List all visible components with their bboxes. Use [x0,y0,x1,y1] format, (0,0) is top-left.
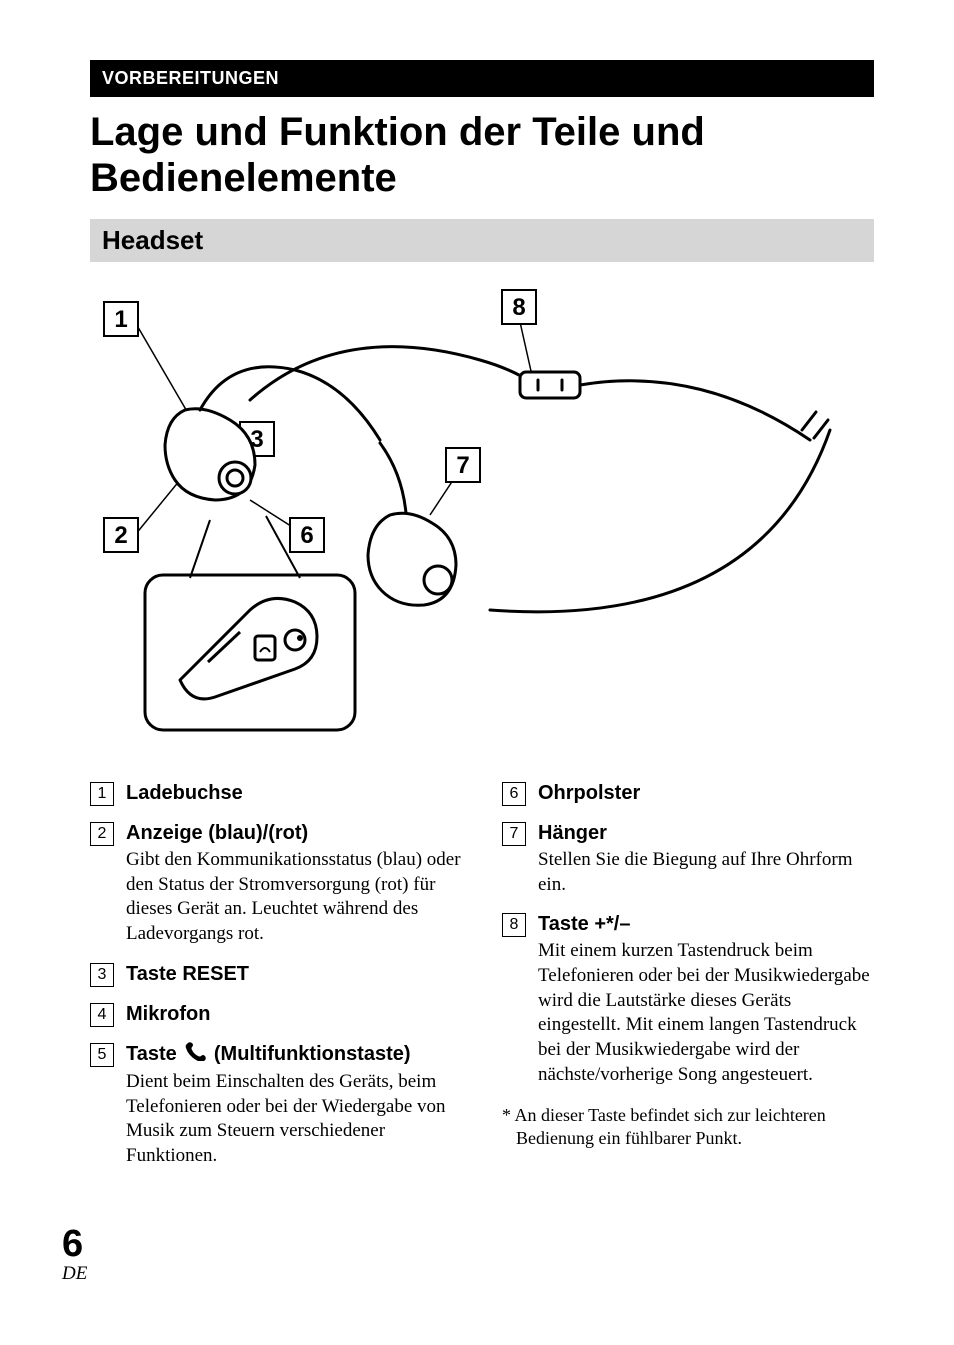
item-number-box: 6 [502,782,526,806]
list-item: 4 Mikrofon [90,1001,462,1027]
item-description: Gibt den Kommunikationsstatus (blau) ode… [126,848,462,947]
svg-text:6: 6 [300,522,313,549]
svg-text:1: 1 [114,306,127,333]
item-number-box: 7 [502,822,526,846]
phone-icon [184,1041,206,1068]
list-item: 2 Anzeige (blau)/(rot) Gibt den Kommunik… [90,820,462,947]
list-item: 5 Taste (Multifunktionstaste) Dient beim… [90,1041,462,1169]
item-description: Mit einem kurzen Tastendruck beim Telefo… [538,939,874,1087]
item-title: Taste (Multifunktionstaste) [126,1041,462,1068]
item-title: Ohrpolster [538,780,874,806]
list-item: 3 Taste RESET [90,961,462,987]
item-number-box: 2 [90,822,114,846]
footnote: * An dieser Taste befindet sich zur leic… [502,1104,874,1151]
list-item: 7 Hänger Stellen Sie die Biegung auf Ihr… [502,820,874,897]
parts-list: 1 Ladebuchse 2 Anzeige (blau)/(rot) Gibt… [90,780,874,1183]
item-title: Ladebuchse [126,780,462,806]
list-item: 6 Ohrpolster [502,780,874,806]
item-title: Taste RESET [126,961,462,987]
sub-heading-headset: Headset [90,219,874,262]
page-footer: 6 DE [62,1225,87,1285]
page-title: Lage und Funktion der Teile und Bedienel… [90,109,874,201]
item-title: Hänger [538,820,874,846]
page-number: 6 [62,1225,87,1263]
list-item: 8 Taste +*/– Mit einem kurzen Tastendruc… [502,911,874,1087]
item-title: Anzeige (blau)/(rot) [126,820,462,846]
item-title-prefix: Taste [126,1043,182,1065]
parts-list-right: 6 Ohrpolster 7 Hänger Stellen Sie die Bi… [502,780,874,1183]
item-description: Stellen Sie die Biegung auf Ihre Ohrform… [538,848,874,897]
item-description: Dient beim Einschalten des Geräts, beim … [126,1070,462,1169]
item-number-box: 3 [90,963,114,987]
list-item: 1 Ladebuchse [90,780,462,806]
item-number-box: 8 [502,913,526,937]
parts-list-left: 1 Ladebuchse 2 Anzeige (blau)/(rot) Gibt… [90,780,462,1183]
item-number-box: 4 [90,1003,114,1027]
svg-text:2: 2 [114,522,127,549]
item-number-box: 1 [90,782,114,806]
item-number-box: 5 [90,1043,114,1067]
headset-diagram: 1 2 3 4 5 6 7 8 [90,280,874,750]
svg-text:7: 7 [456,452,469,479]
item-title: Taste +*/– [538,911,874,937]
item-title-suffix: (Multifunktionstaste) [208,1043,410,1065]
section-banner: VORBEREITUNGEN [90,60,874,97]
page-language-code: DE [62,1263,87,1285]
item-title: Mikrofon [126,1001,462,1027]
svg-text:8: 8 [512,294,525,321]
